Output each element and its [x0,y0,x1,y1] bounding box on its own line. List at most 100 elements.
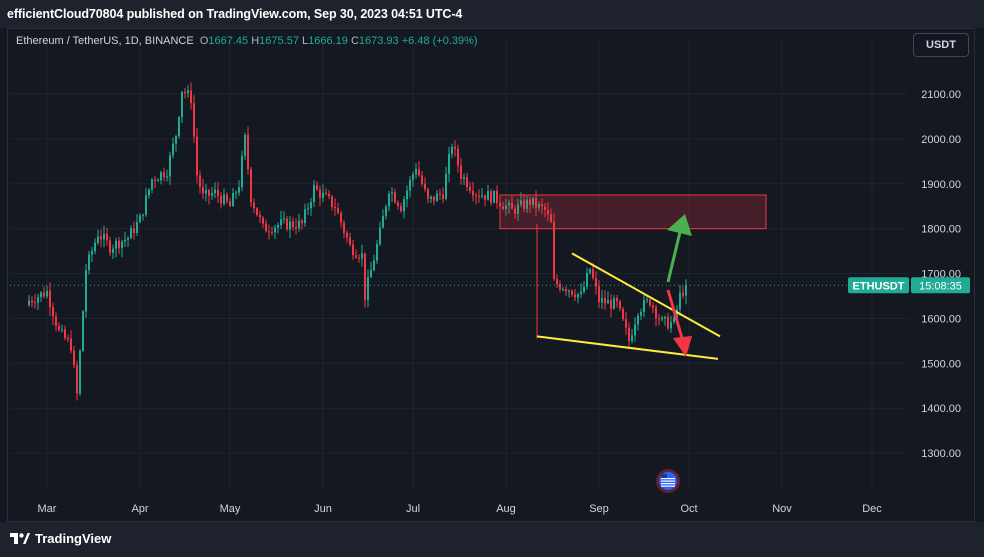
candle-body [73,350,75,366]
candle-body [250,169,252,203]
candle-body [427,189,429,199]
candle-body [310,201,312,209]
candle-body [523,200,525,209]
candle-body [253,202,255,209]
candle-body [577,294,579,298]
candle-body [127,238,129,240]
time-tick-label: Apr [131,503,148,515]
candle-body [652,305,654,308]
grid [10,40,908,490]
time-tick-label: Jul [406,503,420,515]
low-label: L [302,35,309,47]
candle-body [202,187,204,194]
candle-body [145,195,147,215]
time-tick-label: Dec [862,503,882,515]
candle-body [91,251,93,255]
price-tick-label: 1800.00 [921,224,961,236]
candle-body [349,237,351,245]
chart-frame[interactable] [7,28,975,522]
candle-body [625,319,627,328]
candle-body [685,285,687,296]
candle-body [286,218,288,230]
down-arrow-shaft [666,289,684,339]
candle-body [277,225,279,228]
brand-text: TradingView [35,531,112,546]
candle-body [514,208,516,214]
candle-body [121,241,123,249]
candle-body [460,165,462,179]
candle-body [661,318,663,320]
candle-body [622,308,624,320]
currency-button[interactable]: USDT [913,33,969,57]
candle-body [313,185,315,202]
candle-body [112,248,114,253]
candle-body [139,215,141,223]
candle-body [496,190,498,203]
candle-body [31,300,33,303]
candle-body [388,193,390,207]
candle-body [46,290,48,297]
candle-body [580,291,582,295]
candle-body [298,220,300,229]
candle-body [457,148,459,166]
candle-body [643,299,645,313]
candle-body [28,300,30,305]
candle-body [211,193,213,196]
candle-body [199,175,201,188]
candle-body [376,244,378,261]
candle-body [664,317,666,319]
candle-body [358,257,360,259]
candle-body [70,338,72,351]
wedge-lower-trendline [536,335,719,360]
candle-body [280,219,282,226]
candle-body [37,297,39,303]
candle-body [94,242,96,252]
candle-body [682,292,684,296]
candle-body [424,183,426,190]
candle-body [355,255,357,258]
candle-body [316,185,318,190]
candle-body [301,220,303,224]
candle-body [64,329,66,339]
candle-body [193,103,195,137]
candle-body [271,231,273,233]
candle-body [328,193,330,197]
price-tick-label: 1300.00 [921,448,961,460]
candle-body [61,329,63,331]
candle-body [220,196,222,204]
tradingview-brand[interactable]: TradingView [10,531,111,546]
candle-body [481,195,483,197]
candle-body [118,240,120,249]
candle-body [190,90,192,104]
candle-body [508,202,510,206]
price-tick-label: 2000.00 [921,134,961,146]
price-tick-label: 1600.00 [921,313,961,325]
down-arrow-head [673,336,692,357]
candle-body [556,278,558,285]
candle-body [562,289,564,291]
candle-body [478,195,480,197]
price-axis: 2100.002000.001900.001800.001700.001600.… [921,89,961,460]
candle-body [169,155,171,177]
candle-body [493,190,495,203]
candle-body [445,173,447,199]
symbol-title[interactable]: Ethereum / TetherUS, 1D, BINANCE [16,35,194,47]
last-price-tag: ETHUSDT 15:08:35 [848,277,970,294]
candle-body [43,292,45,297]
candles [28,82,687,401]
candle-body [415,168,417,175]
candle-body [430,196,432,199]
candle-body [412,174,414,180]
candle-body [268,231,270,233]
candle-body [283,218,285,220]
candle-body [52,307,54,317]
us-flag-event-icon [656,469,680,493]
candle-body [205,189,207,194]
candle-body [646,299,648,301]
candle-body [679,292,681,310]
candle-body [235,192,237,194]
candle-body [472,190,474,196]
candle-body [364,253,366,301]
candle-body [553,221,555,279]
